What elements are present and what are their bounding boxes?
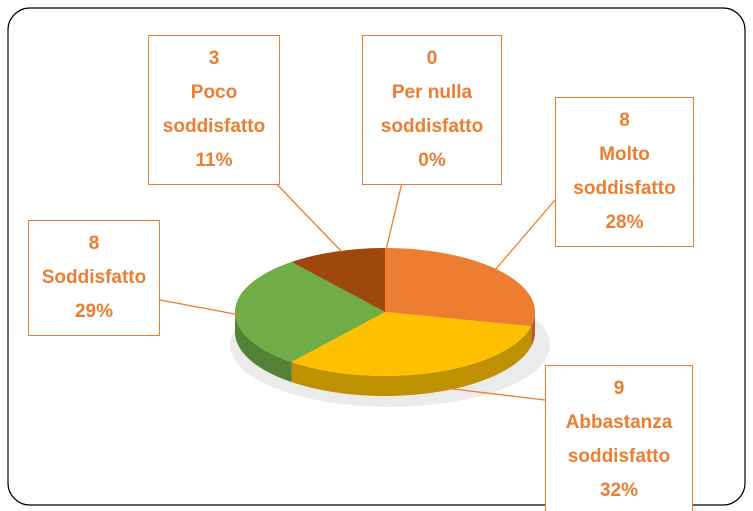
data-label-value: 9 — [613, 378, 625, 399]
data-label-box: 8 Soddisfatto 29% — [28, 220, 160, 336]
slice — [235, 261, 385, 363]
data-label-name: Poco soddisfatto — [162, 82, 266, 137]
leader-line — [264, 171, 343, 253]
leader-line — [159, 299, 241, 316]
leader-line — [494, 199, 556, 271]
data-label-value: 8 — [88, 233, 100, 254]
data-label-box: 8 Molto soddisfatto 28% — [555, 97, 694, 247]
data-label-value: 0 — [426, 48, 438, 69]
data-label-value: 3 — [208, 48, 220, 69]
data-label-name: Soddisfatto — [41, 267, 147, 288]
data-label-percent: 28% — [605, 212, 644, 233]
data-label-box: 0 Per nulla soddisfatto 0% — [362, 35, 502, 185]
slice-side — [531, 312, 535, 347]
data-label-box: 3 Poco soddisfatto 11% — [148, 35, 280, 185]
slice — [385, 248, 536, 327]
data-label-percent: 0% — [418, 150, 446, 171]
data-label-percent: 11% — [195, 150, 233, 171]
slice-side — [291, 326, 532, 396]
data-label-percent: 29% — [74, 301, 114, 322]
slice — [291, 312, 532, 377]
slice — [291, 248, 385, 312]
data-label-name: Abbastanza soddisfatto — [565, 412, 673, 467]
data-label-value: 8 — [619, 110, 630, 131]
data-label-name: Molto soddisfatto — [573, 144, 676, 199]
data-label-box: 9 Abbastanza soddisfatto 32% — [545, 365, 693, 511]
data-label-percent: 32% — [599, 480, 639, 501]
leader-line — [444, 387, 546, 401]
slice-side — [235, 312, 292, 383]
data-label-name: Per nulla soddisfatto — [380, 82, 484, 137]
